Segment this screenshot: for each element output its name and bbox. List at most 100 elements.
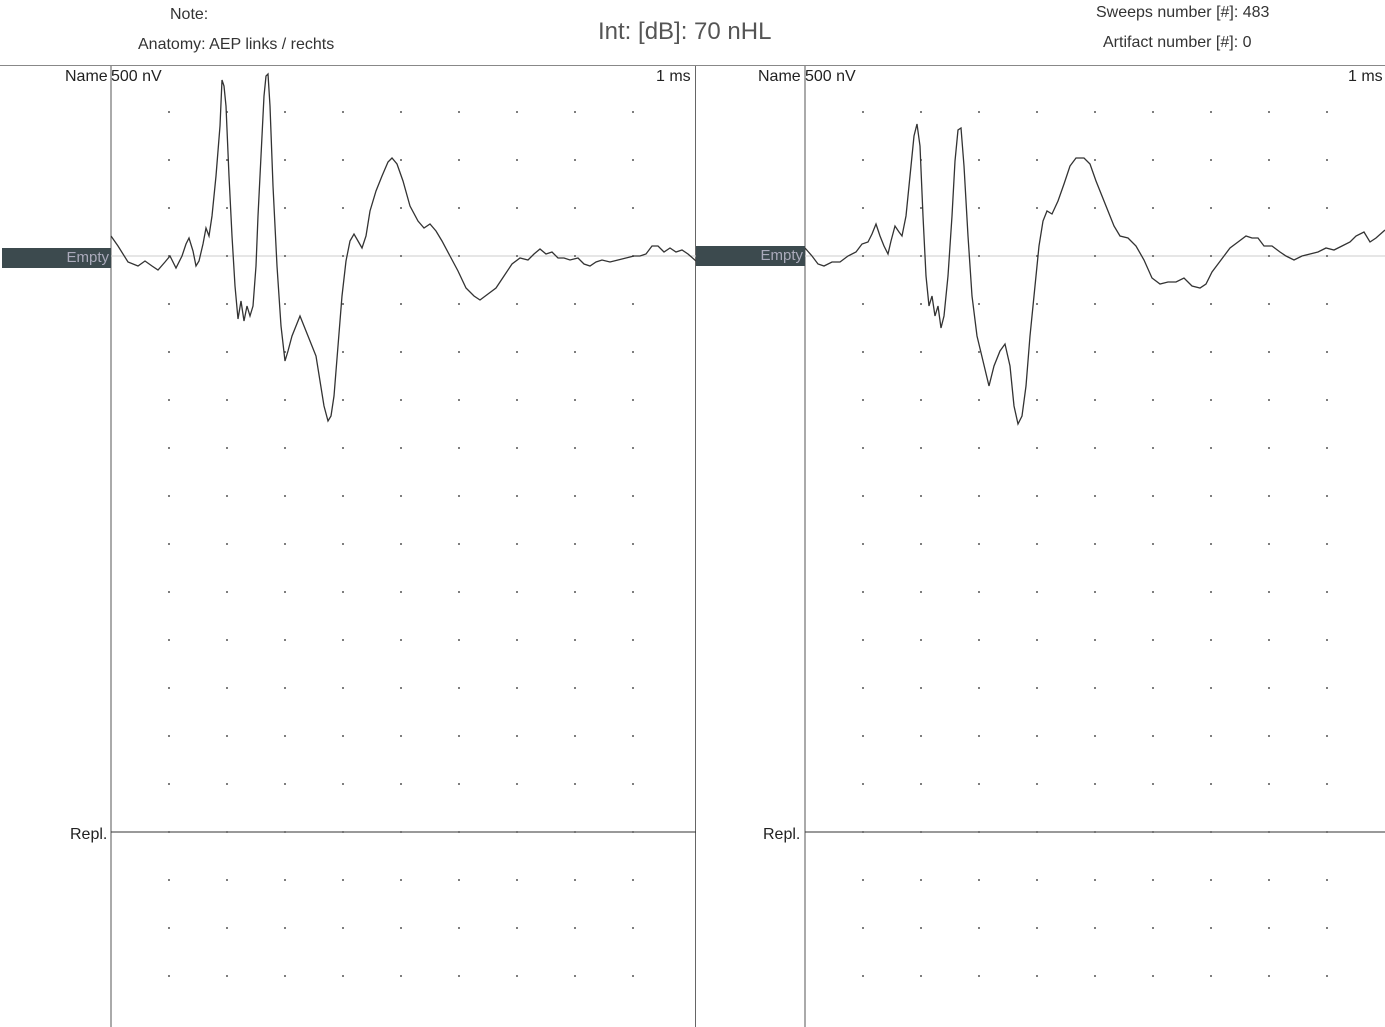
grid-dot xyxy=(1268,447,1270,449)
grid-dot xyxy=(632,639,634,641)
grid-dot xyxy=(1326,639,1328,641)
grid-dot xyxy=(400,783,402,785)
grid-dot xyxy=(1152,447,1154,449)
grid-dot xyxy=(342,111,344,113)
grid-dot xyxy=(632,207,634,209)
grid-dot xyxy=(1210,687,1212,689)
grid-dot xyxy=(1036,351,1038,353)
grid-dot xyxy=(168,111,170,113)
grid-dot xyxy=(1094,975,1096,977)
grid-dot xyxy=(458,543,460,545)
grid-dot xyxy=(920,735,922,737)
grid-dot xyxy=(342,783,344,785)
grid-dot xyxy=(1094,639,1096,641)
grid-dot xyxy=(1326,591,1328,593)
amplitude-scale: 500 nV xyxy=(805,68,856,85)
grid-dot xyxy=(1094,831,1096,833)
grid-dot xyxy=(1210,783,1212,785)
grid-dot xyxy=(978,831,980,833)
grid-dot xyxy=(862,975,864,977)
channel-tag-empty[interactable]: Empty xyxy=(2,248,111,268)
grid-dot xyxy=(226,159,228,161)
grid-dot xyxy=(400,591,402,593)
grid-dot xyxy=(1094,351,1096,353)
grid-dot xyxy=(862,927,864,929)
grid-dot xyxy=(168,591,170,593)
grid-dot xyxy=(342,927,344,929)
grid-dot xyxy=(1210,543,1212,545)
grid-dot xyxy=(1094,399,1096,401)
grid-dot xyxy=(1094,927,1096,929)
grid-dot xyxy=(284,783,286,785)
grid-dot xyxy=(1094,447,1096,449)
grid-dot xyxy=(1326,303,1328,305)
grid-dot xyxy=(284,255,286,257)
grid-dot xyxy=(1268,591,1270,593)
grid-dot xyxy=(574,495,576,497)
grid-dot xyxy=(226,399,228,401)
grid-dot xyxy=(516,255,518,257)
grid-dot xyxy=(1326,735,1328,737)
grid-dot xyxy=(978,111,980,113)
grid-dot xyxy=(1094,207,1096,209)
grid-dot xyxy=(342,687,344,689)
waveform-plot-right[interactable] xyxy=(696,66,1385,1027)
grid-dot xyxy=(1326,111,1328,113)
grid-dot xyxy=(168,495,170,497)
grid-dot xyxy=(516,639,518,641)
grid-dot xyxy=(1210,975,1212,977)
grid-dot xyxy=(284,543,286,545)
grid-dot xyxy=(168,207,170,209)
grid-dot xyxy=(458,303,460,305)
grid-dot xyxy=(632,687,634,689)
grid-dot xyxy=(862,687,864,689)
grid-dot xyxy=(632,879,634,881)
grid-dot xyxy=(632,495,634,497)
grid-dot xyxy=(1152,543,1154,545)
grid-dot xyxy=(978,879,980,881)
grid-dot xyxy=(168,543,170,545)
replay-label: Repl. xyxy=(763,826,801,843)
grid-dot xyxy=(458,927,460,929)
grid-dot xyxy=(458,495,460,497)
grid-dot xyxy=(574,543,576,545)
grid-dot xyxy=(1036,687,1038,689)
grid-dot xyxy=(400,735,402,737)
grid-dot xyxy=(400,543,402,545)
grid-dot xyxy=(168,159,170,161)
grid-dot xyxy=(458,351,460,353)
grid-dot xyxy=(400,447,402,449)
grid-dot xyxy=(1094,111,1096,113)
grid-dot xyxy=(862,111,864,113)
grid-dot xyxy=(632,543,634,545)
channel-tag-empty[interactable]: Empty xyxy=(696,246,805,266)
grid-dot xyxy=(574,783,576,785)
waveform-plot-left[interactable] xyxy=(0,66,696,1027)
grid-dot xyxy=(1268,639,1270,641)
grid-dot xyxy=(516,783,518,785)
grid-dot xyxy=(1094,783,1096,785)
grid-dot xyxy=(226,831,228,833)
grid-dot xyxy=(978,207,980,209)
grid-dot xyxy=(284,639,286,641)
replay-label: Repl. xyxy=(70,826,108,843)
grid-dot xyxy=(920,207,922,209)
grid-dot xyxy=(284,591,286,593)
grid-dot xyxy=(1210,207,1212,209)
grid-dot xyxy=(920,975,922,977)
grid-dot xyxy=(862,447,864,449)
grid-dot xyxy=(632,351,634,353)
grid-dot xyxy=(284,303,286,305)
grid-dot xyxy=(1152,927,1154,929)
grid-dot xyxy=(1326,783,1328,785)
grid-dot xyxy=(516,687,518,689)
grid-dot xyxy=(284,831,286,833)
grid-dot xyxy=(978,159,980,161)
grid-dot xyxy=(978,447,980,449)
grid-dot xyxy=(862,831,864,833)
grid-dot xyxy=(1094,303,1096,305)
grid-dot xyxy=(1094,687,1096,689)
grid-dot xyxy=(400,159,402,161)
grid-dot xyxy=(920,255,922,257)
grid-dot xyxy=(1152,687,1154,689)
